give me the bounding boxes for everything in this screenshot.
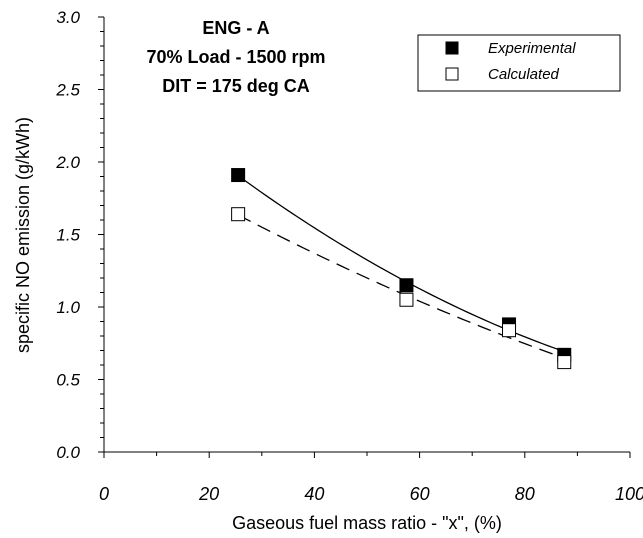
x-axis-ticks: 0 20 40 60 80 100 bbox=[99, 452, 643, 504]
title-line-3: DIT = 175 deg CA bbox=[162, 76, 310, 96]
calculated-point bbox=[399, 292, 414, 307]
y-tick-label: 0.5 bbox=[56, 371, 80, 390]
title-line-1: ENG - A bbox=[202, 18, 269, 38]
calculated-point bbox=[557, 355, 572, 370]
chart-title: ENG - A 70% Load - 1500 rpm DIT = 175 de… bbox=[146, 18, 325, 96]
legend-experimental-label: Experimental bbox=[488, 40, 576, 57]
legend: Experimental Calculated bbox=[417, 34, 621, 92]
x-tick-label: 20 bbox=[198, 484, 219, 504]
x-tick-label: 60 bbox=[410, 484, 430, 504]
y-tick-label: 3.0 bbox=[56, 8, 80, 27]
calculated-point bbox=[502, 323, 517, 338]
y-axis-title: specific NO emission (g/kWh) bbox=[13, 117, 33, 353]
experimental-point bbox=[231, 168, 246, 183]
legend-calculated-marker bbox=[445, 67, 459, 81]
y-tick-label: 0.0 bbox=[56, 443, 80, 462]
y-tick-label: 1.0 bbox=[56, 298, 80, 317]
y-tick-label: 2.5 bbox=[55, 81, 80, 100]
data-points bbox=[231, 168, 572, 370]
x-tick-label: 80 bbox=[515, 484, 535, 504]
x-axis-title: Gaseous fuel mass ratio - "x", (%) bbox=[232, 513, 502, 533]
legend-experimental-marker bbox=[445, 41, 459, 55]
y-axis-ticks: 0.0 0.5 1.0 1.5 2.0 2.5 3.0 bbox=[55, 8, 104, 462]
experimental-point bbox=[399, 278, 414, 293]
y-tick-label: 2.0 bbox=[55, 153, 80, 172]
y-tick-label: 1.5 bbox=[56, 226, 80, 245]
calculated-point bbox=[231, 207, 246, 222]
x-tick-label: 40 bbox=[304, 484, 324, 504]
x-tick-label: 100 bbox=[615, 484, 643, 504]
title-line-2: 70% Load - 1500 rpm bbox=[146, 47, 325, 67]
x-tick-label: 0 bbox=[99, 484, 109, 504]
legend-calculated-label: Calculated bbox=[488, 66, 560, 83]
